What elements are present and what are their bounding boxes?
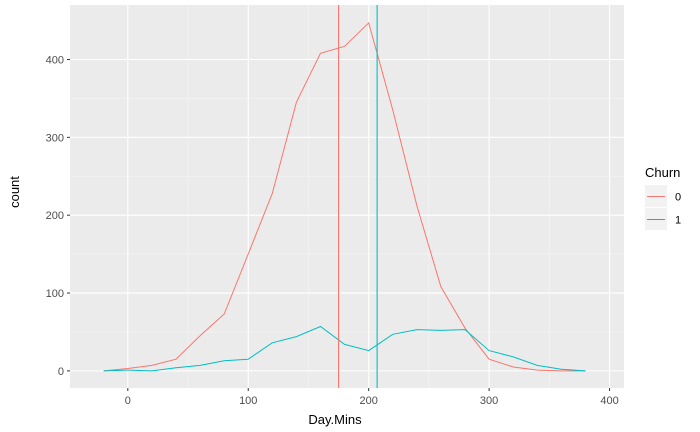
legend-title: Churn <box>645 165 680 180</box>
x-tick-label: 300 <box>480 395 498 407</box>
y-tick-label: 100 <box>46 288 64 300</box>
legend-label: 0 <box>675 192 681 204</box>
y-tick-label: 0 <box>58 366 64 378</box>
y-axis-title: count <box>7 176 22 208</box>
legend: Churn 0 1 <box>645 165 681 230</box>
series-lines <box>103 21 586 372</box>
series-line-churn-1 <box>103 325 586 372</box>
x-axis-title: Day.Mins <box>308 412 362 427</box>
legend-label: 1 <box>675 215 681 227</box>
y-tick-label: 300 <box>46 132 64 144</box>
y-tick-label: 400 <box>46 54 64 66</box>
y-tick-label: 200 <box>46 210 64 222</box>
y-axis-ticks: 0 100 200 300 400 <box>46 54 70 378</box>
plot-panel <box>70 5 624 388</box>
x-tick-label: 0 <box>125 395 131 407</box>
series-line-churn-0 <box>103 21 586 372</box>
mean-reference-lines <box>338 5 378 388</box>
x-tick-label: 200 <box>359 395 377 407</box>
minor-gridlines <box>70 5 624 388</box>
x-axis-ticks: 0 100 200 300 400 <box>125 388 619 407</box>
x-tick-label: 400 <box>600 395 618 407</box>
x-tick-label: 100 <box>239 395 257 407</box>
major-gridlines <box>70 5 624 388</box>
